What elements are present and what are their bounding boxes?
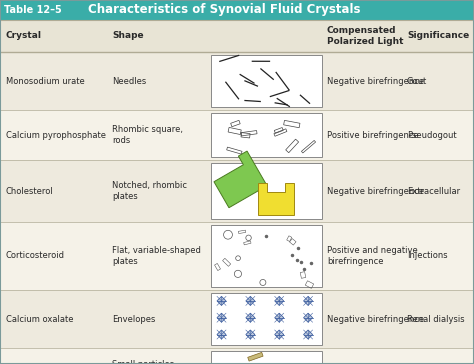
Bar	[0, 20, 474, 52]
Polygon shape	[303, 313, 312, 322]
Text: Shape: Shape	[112, 32, 144, 40]
Polygon shape	[217, 313, 226, 322]
Bar	[0, 348, 474, 364]
Text: Extracellular: Extracellular	[407, 186, 460, 195]
Polygon shape	[275, 330, 284, 339]
Bar	[0, 222, 474, 290]
Text: Negative birefringence: Negative birefringence	[327, 314, 424, 324]
Bar	[211, 351, 322, 364]
Text: Monosodium urate: Monosodium urate	[6, 76, 85, 86]
Text: Calcium pyrophosphate: Calcium pyrophosphate	[6, 131, 106, 139]
Polygon shape	[214, 151, 267, 208]
Polygon shape	[246, 313, 255, 322]
Text: Envelopes: Envelopes	[112, 314, 155, 324]
Polygon shape	[303, 330, 312, 339]
Polygon shape	[217, 296, 226, 305]
Text: Crystal: Crystal	[6, 32, 42, 40]
Bar	[0, 0, 474, 20]
Polygon shape	[246, 330, 255, 339]
Bar	[0, 52, 474, 110]
Bar	[211, 113, 322, 157]
Bar	[0, 110, 474, 160]
Text: Significance: Significance	[407, 32, 469, 40]
Polygon shape	[217, 330, 226, 339]
Text: Characteristics of Synovial Fluid Crystals: Characteristics of Synovial Fluid Crysta…	[88, 4, 361, 16]
Polygon shape	[275, 313, 284, 322]
Text: Compensated
Polarized Light: Compensated Polarized Light	[327, 26, 403, 46]
Text: Injections: Injections	[407, 252, 447, 261]
Text: Positive and negative
birefringence: Positive and negative birefringence	[327, 246, 418, 266]
Bar	[211, 293, 322, 345]
Polygon shape	[248, 352, 263, 361]
Bar	[211, 225, 322, 287]
Bar	[0, 160, 474, 222]
Text: Positive birefringence: Positive birefringence	[327, 131, 419, 139]
Text: Negative birefringence: Negative birefringence	[327, 186, 424, 195]
Polygon shape	[275, 296, 284, 305]
Text: Negative birefringence: Negative birefringence	[327, 76, 424, 86]
Text: Table 12–5: Table 12–5	[4, 5, 62, 15]
Text: Gout: Gout	[407, 76, 427, 86]
Text: Calcium oxalate: Calcium oxalate	[6, 314, 73, 324]
Polygon shape	[246, 296, 255, 305]
Text: Needles: Needles	[112, 76, 146, 86]
Text: Corticosteroid: Corticosteroid	[6, 252, 65, 261]
Polygon shape	[303, 296, 312, 305]
Bar	[0, 290, 474, 348]
Text: Flat, variable-shaped
plates: Flat, variable-shaped plates	[112, 246, 201, 266]
Polygon shape	[258, 183, 293, 215]
Bar	[211, 55, 322, 107]
Text: Renal dialysis: Renal dialysis	[407, 314, 465, 324]
Text: Pseudogout: Pseudogout	[407, 131, 456, 139]
Text: Small particles
Require electron
microscopy: Small particles Require electron microsc…	[112, 360, 182, 364]
Text: Cholesterol: Cholesterol	[6, 186, 54, 195]
Text: Rhombic square,
rods: Rhombic square, rods	[112, 125, 183, 145]
Bar	[211, 163, 322, 219]
Text: Notched, rhombic
plates: Notched, rhombic plates	[112, 181, 187, 201]
